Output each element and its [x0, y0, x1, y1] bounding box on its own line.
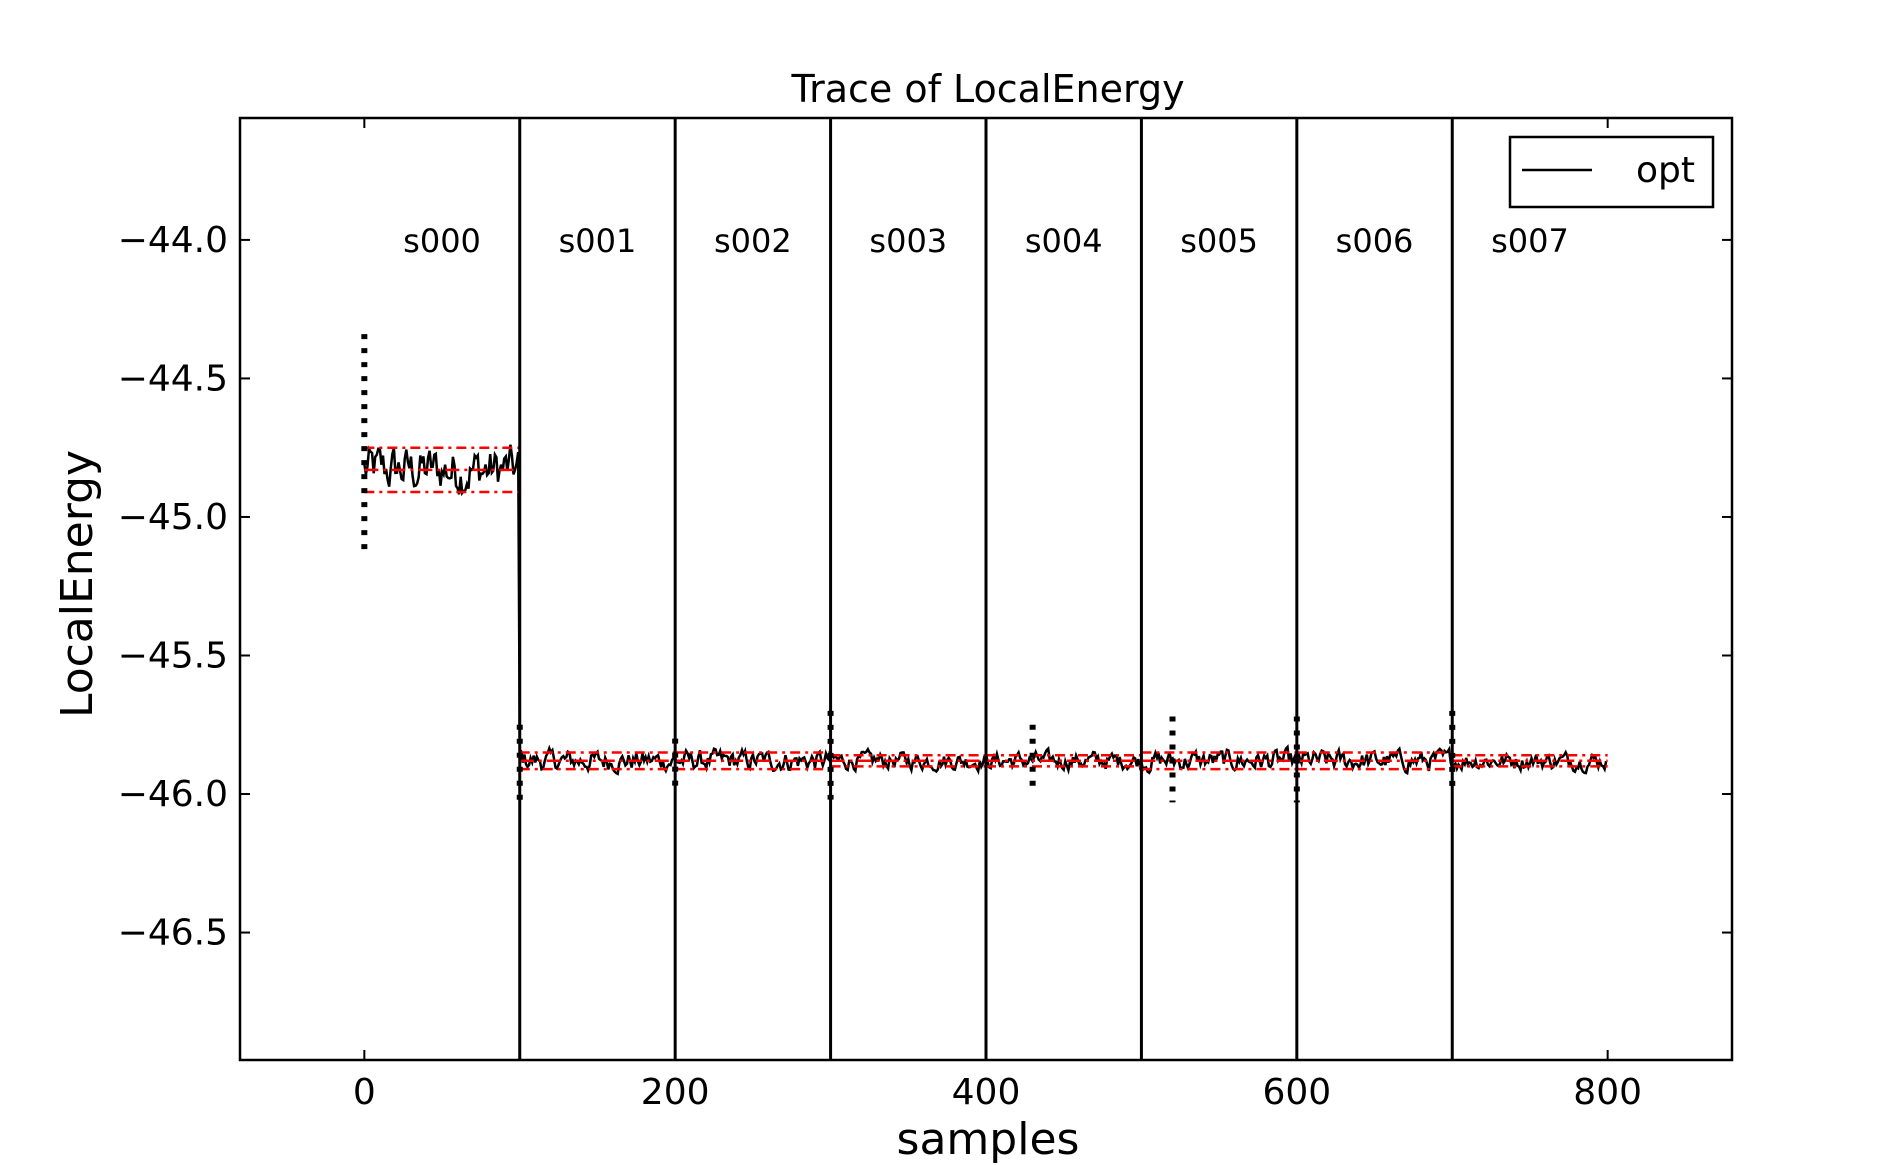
x-tick-label-400: 400	[952, 1072, 1021, 1113]
legend-box	[1508, 135, 1715, 209]
x-tick-label-800: 800	[1573, 1072, 1642, 1113]
chart-title: Trace of LocalEnergy	[790, 67, 1184, 111]
segment-label-s000: s000	[403, 222, 481, 260]
x-tick-label-200: 200	[641, 1072, 710, 1113]
y-tick-label-2: −45.0	[118, 497, 228, 538]
legend-label-opt: opt	[1636, 150, 1695, 191]
segment-label-s006: s006	[1336, 222, 1414, 260]
y-tick-label-0: −44.0	[118, 220, 228, 261]
segment-label-s004: s004	[1025, 222, 1103, 260]
segment-label-s003: s003	[869, 222, 947, 260]
y-tick-label-4: −46.0	[118, 774, 228, 815]
segment-label-s005: s005	[1180, 222, 1258, 260]
y-axis-label: LocalEnergy	[52, 450, 103, 718]
segment-label-s001: s001	[559, 222, 637, 260]
x-tick-label-600: 600	[1262, 1072, 1331, 1113]
segment-label-s002: s002	[714, 222, 792, 260]
x-axis-label: samples	[897, 1114, 1080, 1165]
legend: opt	[1508, 135, 1715, 209]
y-tick-label-1: −44.5	[118, 358, 228, 399]
x-tick-label-0: 0	[353, 1072, 376, 1113]
y-tick-label-5: −46.5	[118, 913, 228, 954]
segment-label-s007: s007	[1491, 222, 1569, 260]
y-tick-label-3: −45.5	[118, 635, 228, 676]
